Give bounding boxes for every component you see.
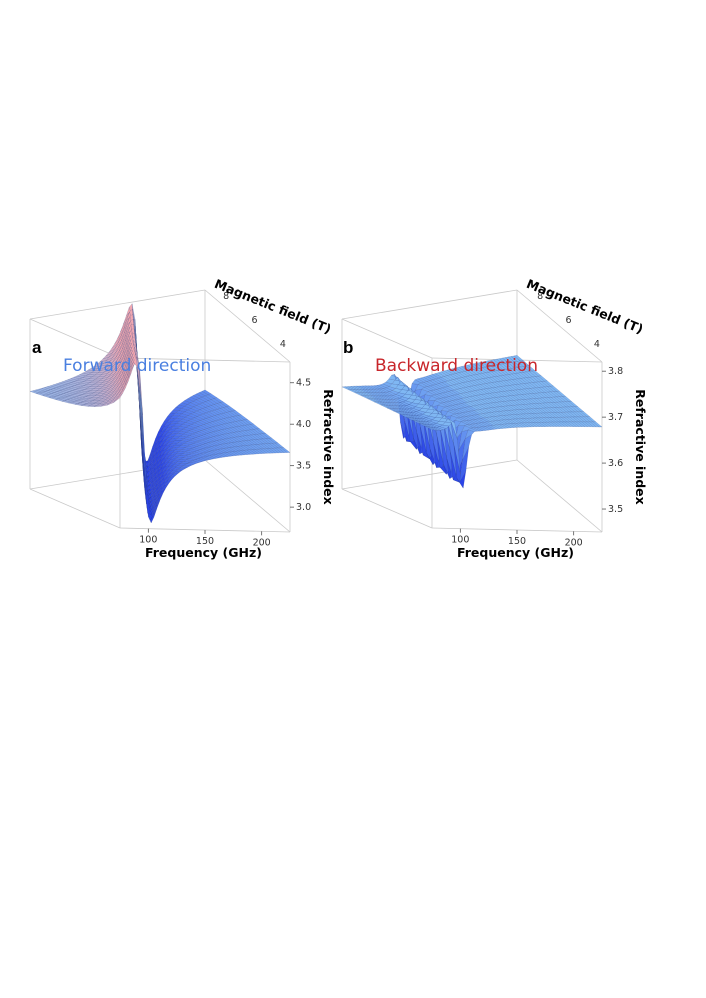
- y-tick-label: 4: [594, 339, 600, 350]
- surface-patch: [250, 423, 261, 430]
- z-tick-label: 4.0: [296, 419, 311, 430]
- z-tick-label: 3.0: [296, 502, 311, 513]
- box-edge: [341, 318, 433, 359]
- z-axis: 3.8 3.7 3.6 3.5 Refractive index: [602, 366, 648, 515]
- surface-patch: [568, 401, 579, 407]
- z-tick-label: 3.8: [608, 366, 623, 377]
- y-axis-label: Magnetic field (T): [524, 276, 645, 337]
- y-tick-label: 6: [252, 315, 258, 326]
- x-tick-label: 100: [139, 535, 157, 546]
- box-edge: [341, 289, 518, 320]
- box-edge: [516, 459, 603, 533]
- y-tick-label: 8: [223, 291, 229, 302]
- x-axis-label: Frequency (GHz): [145, 545, 262, 560]
- surface-patch: [256, 428, 267, 434]
- surface-patch: [219, 401, 230, 408]
- surface-patch: [562, 396, 573, 402]
- x-tick-label: 150: [196, 536, 214, 547]
- z-tick-label: 4.5: [296, 378, 311, 389]
- z-tick-label: 3.6: [608, 458, 623, 469]
- box-edge: [516, 289, 603, 363]
- box-edge: [29, 289, 206, 320]
- y-tick-label: 4: [280, 339, 286, 350]
- chart-title: Backward direction: [375, 356, 538, 376]
- z-tick-label: 3.5: [608, 504, 623, 515]
- box-edge: [29, 488, 121, 529]
- z-tick-label: 3.7: [608, 412, 623, 423]
- box-edge: [204, 459, 291, 533]
- box-edge: [119, 357, 291, 363]
- panel-letter: a: [32, 338, 42, 357]
- chart-title: Forward direction: [63, 356, 211, 376]
- z-axis: 4.5 4.0 3.5 3.0 Refractive index: [290, 378, 336, 513]
- box-edge: [341, 459, 518, 490]
- z-axis-label: Refractive index: [321, 389, 336, 504]
- x-axis-label: Frequency (GHz): [457, 545, 574, 560]
- surface-patch: [262, 433, 273, 439]
- y-axis-label: Magnetic field (T): [212, 276, 333, 337]
- box-edge: [204, 289, 291, 363]
- y-tick-label: 6: [566, 315, 572, 326]
- x-tick-label: 150: [508, 536, 526, 547]
- surface-patch: [592, 421, 603, 428]
- surface: [29, 303, 291, 524]
- box-edge: [341, 488, 433, 529]
- surface-patch: [531, 370, 542, 377]
- x-tick-label: 100: [451, 535, 469, 546]
- surface: [341, 355, 603, 489]
- x-tick-label: 200: [253, 537, 271, 548]
- surface-patch: [207, 393, 218, 399]
- y-tick-label: 8: [537, 291, 543, 302]
- x-tick-label: 200: [565, 537, 583, 548]
- panel-letter: b: [343, 338, 353, 357]
- z-tick-label: 3.5: [296, 461, 311, 472]
- box-edge: [29, 318, 121, 359]
- surface-patch: [280, 447, 291, 453]
- surface-patch: [574, 406, 585, 412]
- z-axis-label: Refractive index: [633, 389, 648, 504]
- surface-patch: [244, 419, 255, 425]
